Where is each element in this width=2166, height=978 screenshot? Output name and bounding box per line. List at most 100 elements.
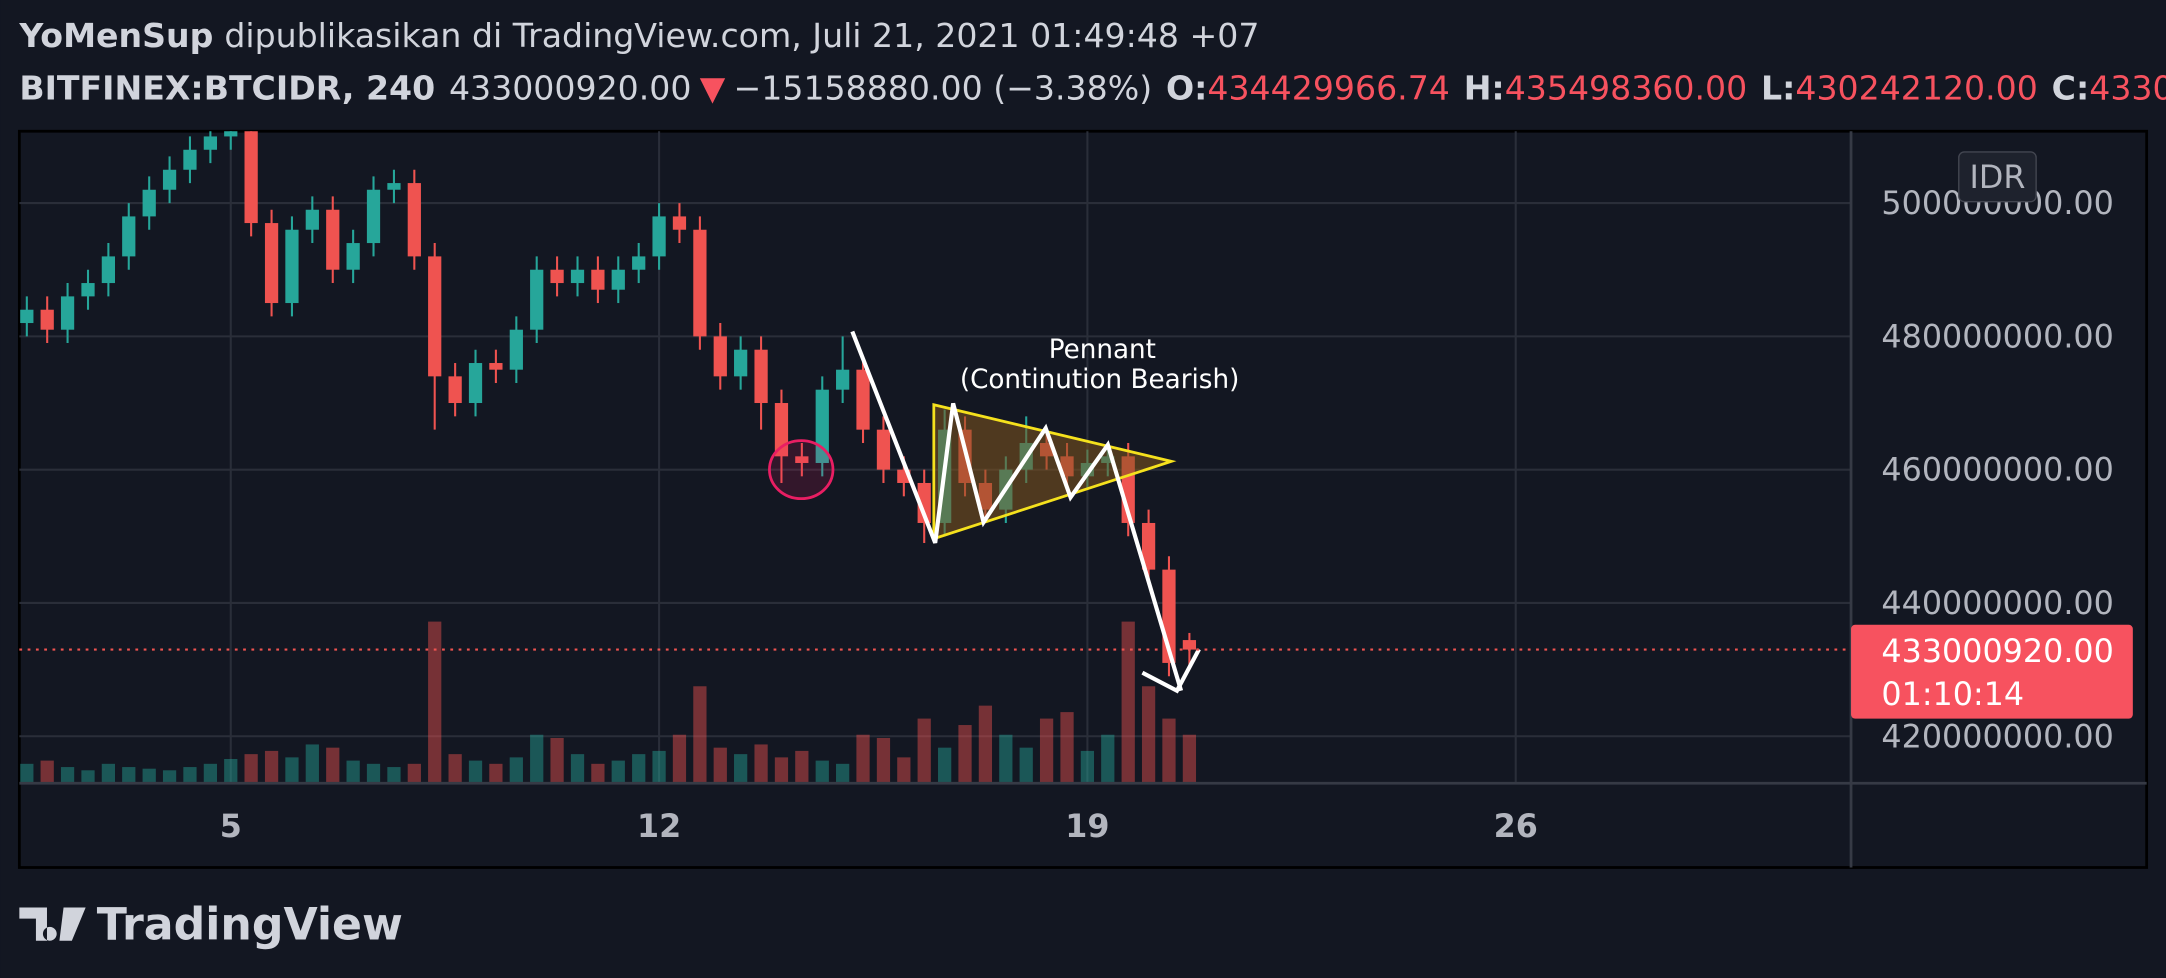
- volume-bar: [468, 760, 483, 784]
- candle-body: [183, 149, 197, 170]
- currency-badge: [1958, 151, 2037, 203]
- candle-body: [203, 136, 218, 150]
- candle-body: [611, 269, 625, 290]
- volume-bar: [856, 734, 870, 784]
- volume-bar: [591, 763, 605, 784]
- l-value: 430242120.00: [1795, 68, 2037, 107]
- h-label: H:: [1464, 68, 1505, 107]
- volume-bar: [1039, 718, 1054, 784]
- volume-bar: [1121, 621, 1135, 784]
- volume-bar: [1019, 747, 1033, 784]
- volume-bar: [754, 744, 768, 784]
- logo: TradingView: [19, 899, 403, 950]
- volume-bar: [815, 760, 829, 784]
- y-tick-label: 420000000.00: [1881, 719, 2113, 755]
- volume-bar: [917, 718, 931, 784]
- volume-bar: [1080, 750, 1095, 784]
- circle-marker: [768, 439, 835, 501]
- candle-body: [1141, 522, 1156, 570]
- annotation: Pennant: [1049, 335, 1156, 365]
- logo-text: TradingView: [97, 899, 403, 950]
- candle-body: [60, 296, 75, 330]
- candle-body: [264, 223, 279, 304]
- volume-bar: [224, 758, 238, 784]
- last-price-box: [1851, 624, 2133, 719]
- h-value: 435498360.00: [1505, 68, 1747, 107]
- volume-bar: [530, 734, 544, 784]
- volume-bar: [285, 757, 299, 784]
- volume-bar: [958, 725, 972, 784]
- volume-bar: [407, 763, 421, 784]
- candle-body: [489, 363, 503, 370]
- x-tick-label: 19: [1065, 809, 1109, 845]
- volume-bar: [509, 757, 523, 784]
- candle-body: [836, 369, 850, 390]
- volume: [20, 621, 1197, 784]
- candles: [20, 131, 1197, 677]
- candle-body: [224, 131, 238, 137]
- volume-bar: [1141, 686, 1156, 784]
- candle-body: [40, 309, 54, 330]
- volume-bar: [101, 763, 116, 784]
- author: YoMenSup: [18, 16, 213, 55]
- candle-body: [326, 209, 340, 270]
- volume-bar: [611, 760, 625, 784]
- volume-bar: [734, 754, 748, 784]
- header-line-2: BITFINEX:BTCIDR, 240 433000920.00 ▼ −151588…: [19, 68, 2166, 107]
- zigzag: [850, 330, 1184, 692]
- x-tick-label: 26: [1494, 809, 1538, 845]
- candle-body: [366, 189, 381, 244]
- candle-body: [734, 349, 748, 377]
- o-value: 434429966.74: [1207, 68, 1449, 107]
- volume-bar: [428, 621, 442, 784]
- candle-body: [570, 269, 585, 284]
- volume-bar: [836, 763, 850, 784]
- volume-bar: [978, 705, 993, 784]
- volume-bar: [713, 747, 727, 784]
- candle-body: [713, 336, 727, 377]
- candle-body: [774, 403, 789, 457]
- volume-bar: [570, 754, 585, 784]
- candle-body: [346, 243, 360, 270]
- volume-bar: [1101, 734, 1115, 784]
- candle-body: [550, 269, 564, 284]
- l-label: L:: [1761, 68, 1795, 107]
- candle-body: [387, 183, 401, 190]
- change-arrow: ▼: [700, 68, 726, 107]
- candle-body: [468, 363, 483, 404]
- volume-bar: [60, 767, 75, 784]
- annotation: (Continution Bearish): [960, 365, 1239, 395]
- published: dipublikasikan di TradingView.com, Juli …: [224, 16, 1259, 55]
- volume-bar: [672, 734, 687, 784]
- candle-body: [1182, 640, 1197, 650]
- volume-bar: [999, 734, 1013, 784]
- candle-body: [101, 256, 116, 284]
- candle-body: [162, 169, 177, 190]
- volume-bar: [489, 763, 503, 784]
- candle-body: [530, 269, 544, 330]
- volume-bar: [1182, 734, 1197, 784]
- last-price: 433000920.00 01:10:14: [19, 624, 2133, 719]
- candle-body: [428, 256, 442, 377]
- volume-bar: [244, 754, 258, 784]
- x-tick-label: 12: [637, 809, 681, 845]
- candle-body: [448, 376, 462, 404]
- volume-bar: [795, 750, 809, 784]
- volume-bar: [632, 754, 646, 784]
- volume-bar: [305, 744, 319, 784]
- countdown: 01:10:14: [1881, 677, 2024, 713]
- volume-bar: [142, 768, 156, 784]
- candle-body: [876, 429, 891, 470]
- volume-bar: [20, 763, 34, 784]
- volume-bar: [264, 750, 279, 784]
- candle-body: [142, 189, 156, 217]
- header-line-1: YoMenSup dipublikasikan di TradingView.co…: [18, 16, 1259, 55]
- candle-body: [856, 369, 870, 430]
- volume-bar: [81, 770, 95, 784]
- candle-body: [917, 482, 931, 523]
- logo-icon: [19, 907, 86, 941]
- candle-body: [509, 329, 523, 370]
- candle-body: [652, 216, 666, 257]
